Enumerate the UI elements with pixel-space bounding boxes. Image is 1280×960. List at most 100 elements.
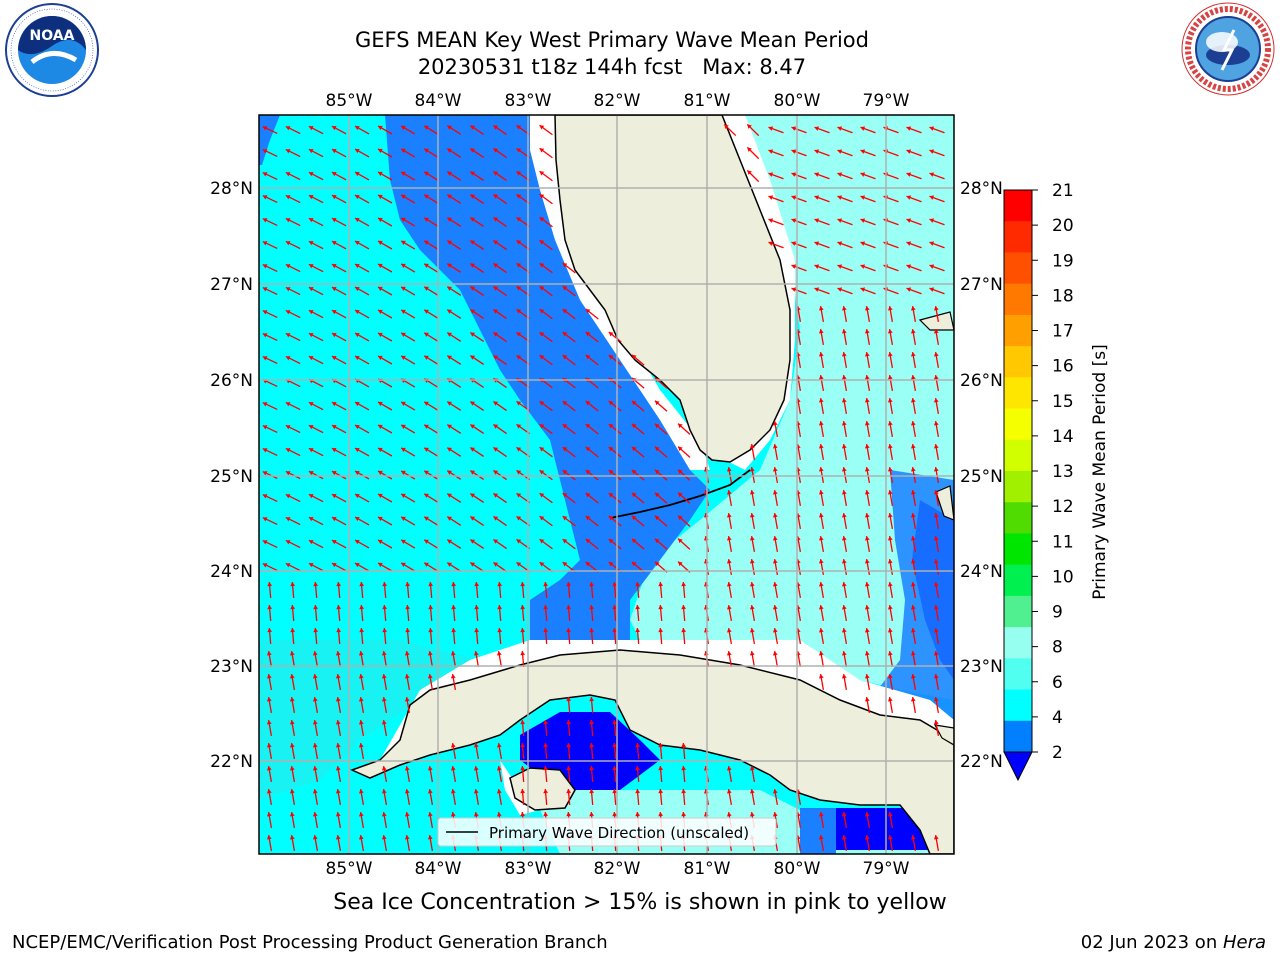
direction-arrowhead <box>841 306 847 311</box>
direction-arrowhead <box>382 628 388 633</box>
direction-arrowhead <box>493 286 499 291</box>
direction-arrowhead <box>933 421 939 426</box>
ocean-period-2-4-bahamas <box>870 470 954 740</box>
direction-arrowhead <box>308 425 314 430</box>
direction-arrowhead <box>335 651 341 656</box>
direction-arrowhead <box>539 148 545 153</box>
direction-arrowhead <box>933 720 939 725</box>
bahamas-south <box>933 724 954 746</box>
direction-arrowhead <box>933 352 939 357</box>
direction-arrowhead <box>470 125 476 130</box>
direction-arrowhead <box>331 332 337 338</box>
direction-arrowhead <box>887 697 893 702</box>
direction-arrowhead <box>451 582 457 587</box>
colorbar-segment <box>1004 564 1032 597</box>
direction-arrowhead <box>450 812 456 817</box>
direction-arrowhead <box>910 628 916 633</box>
direction-arrowhead <box>654 515 660 521</box>
direction-arrowhead <box>358 789 364 794</box>
direction-arrowhead <box>539 447 545 452</box>
direction-arrowhead <box>378 217 383 223</box>
direction-arrowhead <box>818 444 824 449</box>
direction-arrowhead <box>612 789 618 794</box>
direction-arrowhead <box>520 789 526 794</box>
direction-arrowhead <box>678 561 683 567</box>
direction-arrowhead <box>493 355 499 360</box>
direction-arrowhead <box>768 149 774 154</box>
direction-arrowhead <box>262 310 268 315</box>
direction-arrowhead <box>336 582 342 587</box>
direction-arrowhead <box>726 536 732 541</box>
direction-arrowhead <box>313 582 319 587</box>
lon-label-bottom: 79°W <box>863 859 910 879</box>
direction-arrowhead <box>447 470 452 475</box>
direction-arrowhead <box>331 148 337 154</box>
direction-arrowhead <box>355 355 360 361</box>
direction-arrowhead <box>933 628 939 633</box>
colorbar-segment <box>1004 658 1032 691</box>
direction-arrowhead <box>906 195 912 200</box>
direction-arrowhead <box>814 149 820 154</box>
direction-arrowhead <box>308 218 314 223</box>
direction-arrowhead <box>262 172 268 177</box>
direction-arrowhead <box>381 651 387 656</box>
direction-arrowhead <box>864 490 870 495</box>
direction-arrowhead <box>359 628 365 633</box>
direction-arrowhead <box>887 398 893 403</box>
colorbar-tick-label: 21 <box>1052 181 1074 201</box>
direction-arrowhead <box>493 125 499 130</box>
direction-arrowhead <box>562 332 568 337</box>
lon-label-top: 80°W <box>774 91 821 111</box>
direction-arrowhead <box>331 424 337 430</box>
direction-arrowhead <box>496 812 502 817</box>
direction-arrowhead <box>313 605 319 610</box>
direction-arrowhead <box>726 812 732 817</box>
lon-label-top: 85°W <box>326 91 373 111</box>
direction-arrowhead <box>404 674 410 679</box>
direction-arrowhead <box>818 467 824 472</box>
direction-arrowhead <box>378 309 383 315</box>
direction-arrowhead <box>496 743 502 748</box>
direction-arrowhead <box>378 148 383 154</box>
direction-arrowhead <box>497 582 503 587</box>
direction-arrowhead <box>906 149 912 154</box>
direction-arrowhead <box>864 329 870 334</box>
direction-arrowhead <box>837 264 843 269</box>
direction-arrowhead <box>355 286 360 292</box>
colorbar-segment <box>1004 595 1032 628</box>
direction-arrowhead <box>566 812 572 817</box>
direction-arrowhead <box>331 217 337 223</box>
direction-arrowhead <box>887 674 893 679</box>
direction-arrowhead <box>887 812 893 817</box>
direction-arrowhead <box>860 126 866 131</box>
direction-arrowhead <box>860 195 866 200</box>
direction-arrowhead <box>864 375 870 380</box>
direction-arrowhead <box>355 447 360 453</box>
direction-arrowhead <box>497 628 503 633</box>
direction-arrowhead <box>381 812 387 817</box>
direction-arrowhead <box>378 470 383 476</box>
direction-arrowhead <box>933 605 939 610</box>
direction-arrowhead <box>404 835 410 840</box>
direction-arrowhead <box>355 562 360 568</box>
direction-arrowhead <box>818 490 824 495</box>
direction-arrowhead <box>887 421 893 426</box>
direction-arrowhead <box>837 287 843 292</box>
direction-arrowhead <box>814 264 820 269</box>
direction-arrowhead <box>539 470 545 475</box>
direction-arrowhead <box>887 651 893 656</box>
noaa-logo-text: NOAA <box>30 28 75 44</box>
direction-arrowhead <box>929 218 935 223</box>
direction-arrowhead <box>266 789 272 794</box>
direction-arrowhead <box>308 264 314 269</box>
direction-arrowhead <box>355 263 360 269</box>
direction-arrowhead <box>654 423 660 429</box>
direction-arrowhead <box>566 605 572 610</box>
direction-arrowhead <box>285 310 291 315</box>
direction-arrowhead <box>749 766 755 771</box>
direction-arrowhead <box>516 447 522 452</box>
direction-arrowhead <box>749 513 755 518</box>
direction-arrowhead <box>818 329 824 334</box>
direction-arrowhead <box>860 218 866 223</box>
direction-arrowhead <box>331 539 337 545</box>
